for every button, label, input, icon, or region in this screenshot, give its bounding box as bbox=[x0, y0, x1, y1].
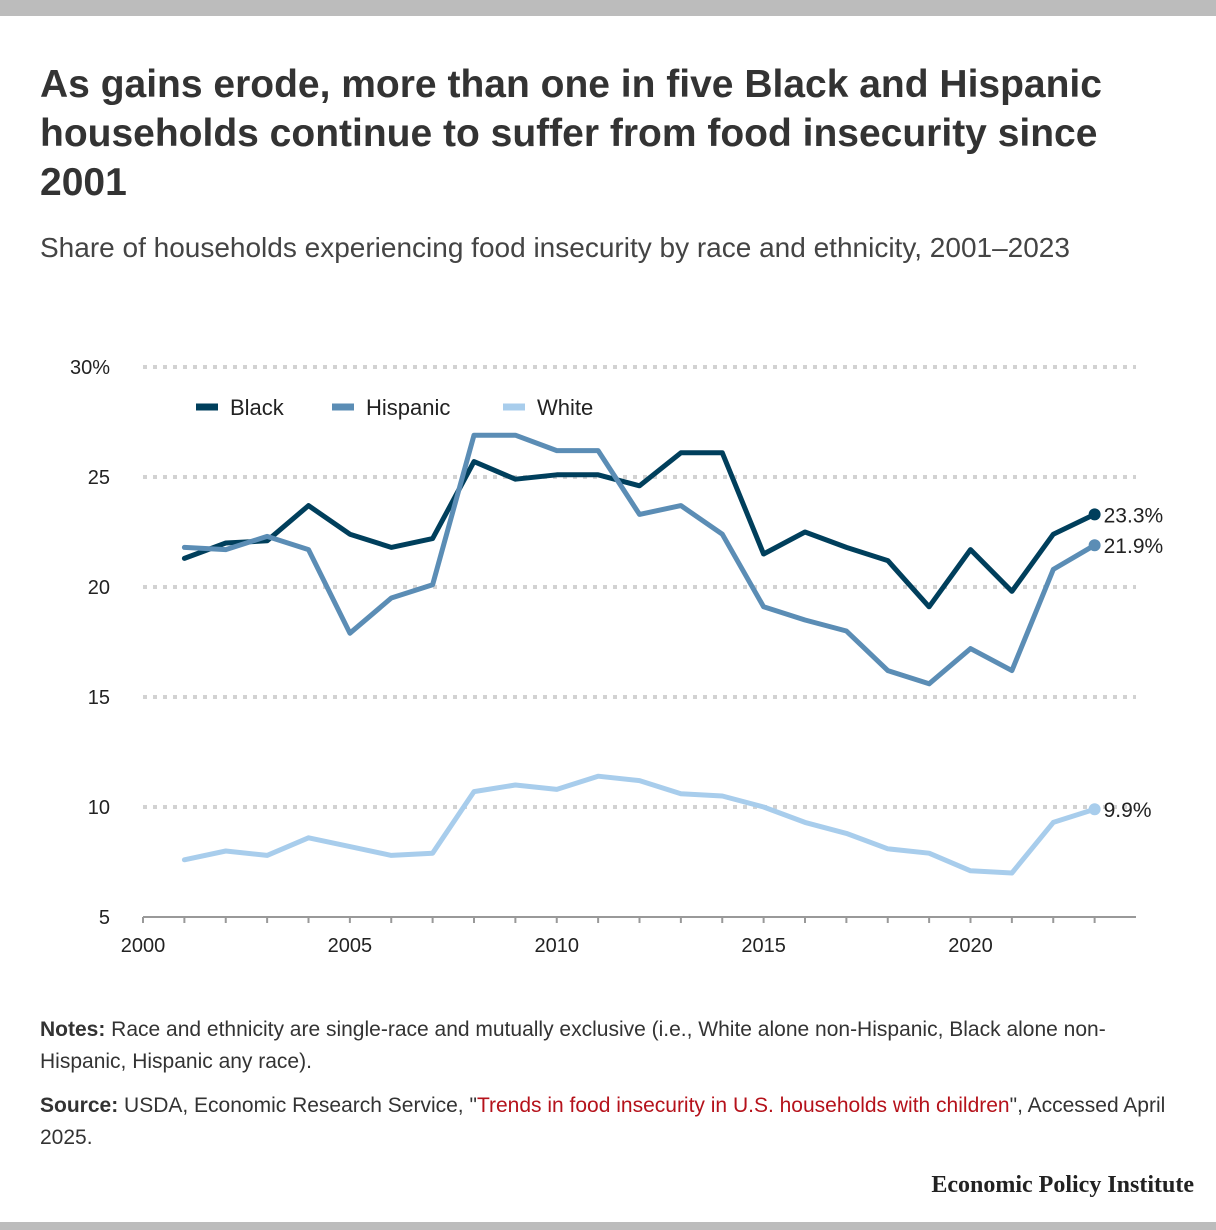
x-tick-label: 2015 bbox=[741, 935, 786, 957]
source-text-post: ", Accessed April 2025. bbox=[40, 1094, 1166, 1149]
x-tick-label: 2005 bbox=[328, 935, 373, 957]
end-marker-hispanic bbox=[1088, 539, 1101, 552]
series-line-hispanic bbox=[181, 432, 1098, 687]
y-tick-label: 30% bbox=[70, 357, 110, 379]
chart-title: As gains erode, more than one in five Bl… bbox=[40, 63, 1102, 204]
notes-label: Notes: bbox=[40, 1018, 106, 1041]
source-link[interactable]: Trends in food insecurity in U.S. househ… bbox=[476, 1094, 1010, 1117]
y-tick-label: 20 bbox=[88, 577, 110, 599]
source-text-pre: USDA, Economic Research Service, " bbox=[118, 1094, 477, 1117]
end-label-black: 23.3% bbox=[1104, 504, 1164, 527]
source: Source: USDA, Economic Research Service,… bbox=[40, 1090, 1180, 1154]
end-label-hispanic: 21.9% bbox=[1104, 535, 1164, 558]
x-tick-label: 2020 bbox=[948, 935, 993, 957]
chart-subtitle: Share of households experiencing food in… bbox=[40, 232, 1070, 263]
bottom-border bbox=[0, 1222, 1216, 1230]
x-tick-label: 2010 bbox=[535, 935, 580, 957]
y-tick-label: 25 bbox=[88, 467, 110, 489]
top-border bbox=[0, 0, 1216, 16]
source-label: Source: bbox=[40, 1094, 119, 1117]
y-tick-label: 5 bbox=[99, 907, 110, 929]
x-tick-label: 2000 bbox=[121, 935, 166, 957]
notes-text: Race and ethnicity are single-race and m… bbox=[40, 1018, 1106, 1073]
end-label-white: 9.9% bbox=[1104, 799, 1152, 822]
end-marker-white bbox=[1088, 803, 1101, 816]
brand-logo: Economic Policy Institute bbox=[931, 1172, 1194, 1198]
y-tick-label: 10 bbox=[88, 797, 110, 819]
notes: Notes: Race and ethnicity are single-rac… bbox=[40, 1014, 1180, 1078]
series-line-white bbox=[181, 773, 1098, 876]
legend-label-white: White bbox=[537, 395, 593, 420]
end-marker-black bbox=[1088, 508, 1101, 521]
legend-label-black: Black bbox=[230, 395, 285, 420]
series-line-black bbox=[181, 450, 1098, 610]
legend-label-hispanic: Hispanic bbox=[366, 395, 450, 420]
y-tick-label: 15 bbox=[88, 687, 110, 709]
